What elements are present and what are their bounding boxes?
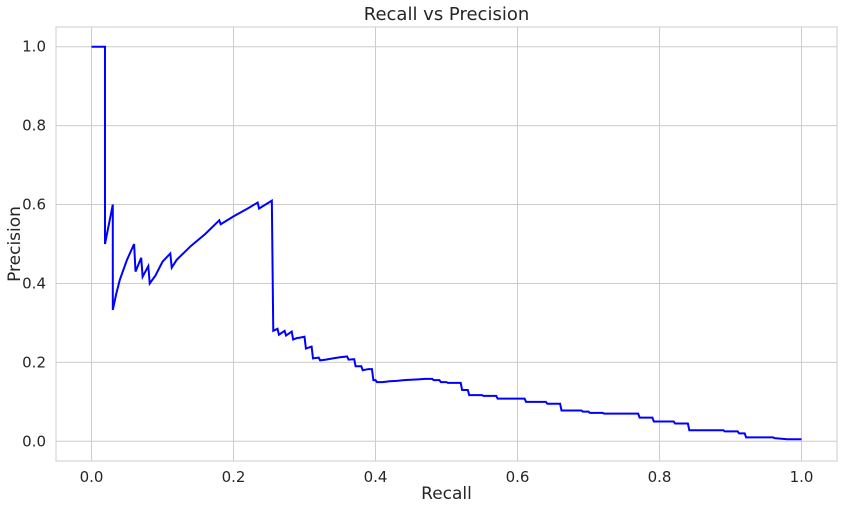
x-tick-label: 0.4 [364,468,388,486]
series-layer [91,45,802,441]
x-tick-label: 0.6 [506,468,530,486]
x-tick-labels: 0.0 0.2 0.4 0.6 0.8 1.0 [80,468,814,486]
x-tick-label: 0.8 [648,468,672,486]
plot-frame [55,26,838,462]
x-axis-label: Recall [421,484,472,504]
x-tick-label: 0.2 [222,468,246,486]
x-tick-label: 1.0 [790,468,814,486]
y-tick-label: 0.8 [22,117,46,135]
chart-title: Recall vs Precision [364,4,530,25]
y-tick-label: 0.4 [22,274,46,292]
y-tick-label: 0.2 [22,353,46,371]
y-axis-label: Precision [5,206,25,282]
x-tick-label: 0.0 [80,468,104,486]
y-tick-label: 0.0 [22,432,46,450]
precision-recall-curve [91,45,802,441]
grid-lines [56,27,837,461]
y-tick-label: 0.6 [22,196,46,214]
y-tick-labels: 0.0 0.2 0.4 0.6 0.8 1.0 [22,38,46,451]
y-tick-label: 1.0 [22,38,46,56]
